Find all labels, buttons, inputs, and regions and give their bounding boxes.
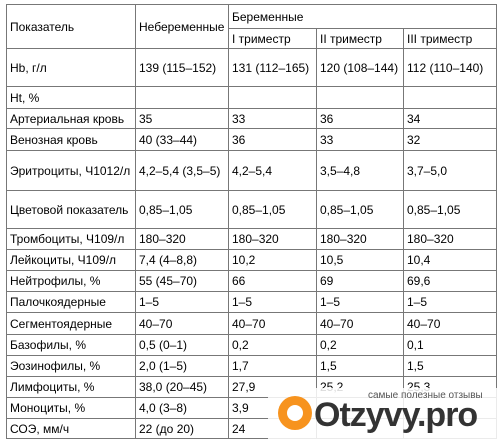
cell: 112 (110–140) <box>403 48 497 87</box>
cell: 2,0 (1–5) <box>135 355 229 377</box>
row-label: Артериальная кровь <box>6 108 136 129</box>
header-cell: Показатель <box>6 4 136 49</box>
table-body: Показатель Небеременные Беременные I три… <box>6 4 497 439</box>
cell: 0,85–1,05 <box>403 190 497 229</box>
header-cell: I триместр <box>228 28 317 49</box>
row-label: Эритроциты, Ч1012/л <box>6 150 136 191</box>
cell: 69 <box>316 270 404 292</box>
cell: 33 <box>316 128 404 151</box>
data-table: Показатель Небеременные Беременные I три… <box>6 4 497 439</box>
table-row: Лейкоциты, Ч109/л 7,4 (4–8,8) 10,2 10,5 10,4 <box>6 249 497 271</box>
cell: 0,85–1,05 <box>135 190 229 229</box>
table-row: Палочкоядерные 1–5 1–5 1–5 1–5 <box>6 291 497 313</box>
cell <box>228 86 317 109</box>
cell <box>403 86 497 109</box>
table-row: Ht, % <box>6 86 497 109</box>
cell: 0,85–1,05 <box>316 190 404 229</box>
cell: 10,2 <box>228 249 317 271</box>
table-row: Базофилы, % 0,5 (0–1) 0,2 0,2 0,1 <box>6 334 497 356</box>
cell: 10,4 <box>403 249 497 271</box>
cell: 180–320 <box>135 228 229 250</box>
cell: 40–70 <box>135 312 229 335</box>
row-label: Эозинофилы, % <box>6 355 136 377</box>
row-label: Тромбоциты, Ч109/л <box>6 228 136 250</box>
cell: 33 <box>228 108 317 129</box>
tagline: самые полезные отзывы <box>368 390 483 401</box>
header-cell: II триместр <box>316 28 404 49</box>
cell <box>316 86 404 109</box>
row-label: Hb, г/л <box>6 48 136 87</box>
table-row: Артериальная кровь 35 33 36 34 <box>6 108 497 129</box>
cell: 7,4 (4–8,8) <box>135 249 229 271</box>
header-cell: Небеременные <box>135 4 229 49</box>
row-label: Сегментоядерные <box>6 312 136 335</box>
cell: 40 (33–44) <box>135 128 229 151</box>
table-row: Эритроциты, Ч1012/л 4,2–5,4 (3,5–5) 4,2–5,… <box>6 150 497 191</box>
cell: 40–70 <box>403 312 497 335</box>
cell: 1–5 <box>403 291 497 313</box>
header-cell: Беременные <box>228 4 497 29</box>
cell: 131 (112–165) <box>228 48 317 87</box>
cell: 1–5 <box>316 291 404 313</box>
cell: 3,5–4,8 <box>316 150 404 191</box>
cell: 38,0 (20–45) <box>135 376 229 398</box>
row-label: Лимфоциты, % <box>6 376 136 398</box>
cell: 4,2–5,4 (3,5–5) <box>135 150 229 191</box>
cell: 120 (108–144) <box>316 48 404 87</box>
cell: 22 (до 20) <box>135 418 229 439</box>
table-row: Венозная кровь 40 (33–44) 36 33 32 <box>6 128 497 151</box>
cell: 36 <box>316 108 404 129</box>
brand: Otzyvy.pro <box>314 396 478 434</box>
header-row: Показатель Небеременные Беременные <box>6 4 497 49</box>
cell <box>135 86 229 109</box>
cell: 36 <box>228 128 317 151</box>
cell: 10,5 <box>316 249 404 271</box>
cell: 1,5 <box>316 355 404 377</box>
cell: 3,7–5,0 <box>403 150 497 191</box>
row-label: Базофилы, % <box>6 334 136 356</box>
cell: 0,2 <box>316 334 404 356</box>
cell: 4,0 (3–8) <box>135 397 229 419</box>
cell: 34 <box>403 108 497 129</box>
cell: 1–5 <box>135 291 229 313</box>
row-label: Цветовой показатель <box>6 190 136 229</box>
row-label: Лейкоциты, Ч109/л <box>6 249 136 271</box>
cell: 4,2–5,4 <box>228 150 317 191</box>
cell: 180–320 <box>403 228 497 250</box>
cell: 0,2 <box>228 334 317 356</box>
watermark: самые полезные отзывы Otzyvy.pro <box>268 388 504 444</box>
cell: 1,5 <box>403 355 497 377</box>
table-row: Сегментоядерные 40–70 40–70 40–70 40–70 <box>6 312 497 335</box>
cell: 0,85–1,05 <box>228 190 317 229</box>
table-row: Эозинофилы, % 2,0 (1–5) 1,7 1,5 1,5 <box>6 355 497 377</box>
cell: 32 <box>403 128 497 151</box>
row-label: Палочкоядерные <box>6 291 136 313</box>
cell: 35 <box>135 108 229 129</box>
cell: 0,5 (0–1) <box>135 334 229 356</box>
cell: 139 (115–152) <box>135 48 229 87</box>
table-row: Hb, г/л 139 (115–152) 131 (112–165) 120 (10… <box>6 48 497 87</box>
table-row: Тромбоциты, Ч109/л 180–320 180–320 180–320 1… <box>6 228 497 250</box>
cell: 1–5 <box>228 291 317 313</box>
row-label: Нейтрофилы, % <box>6 270 136 292</box>
table-row: Цветовой показатель 0,85–1,05 0,85–1,05 0,8… <box>6 190 497 229</box>
cell: 55 (45–70) <box>135 270 229 292</box>
table-row: Нейтрофилы, % 55 (45–70) 66 69 69,6 <box>6 270 497 292</box>
cell: 69,6 <box>403 270 497 292</box>
row-label: СОЭ, мм/ч <box>6 418 136 439</box>
logo <box>278 396 312 430</box>
cell: 40–70 <box>316 312 404 335</box>
row-label: Моноциты, % <box>6 397 136 419</box>
cell: 40–70 <box>228 312 317 335</box>
header-cell: III триместр <box>403 28 497 49</box>
row-label: Венозная кровь <box>6 128 136 151</box>
cell: 180–320 <box>228 228 317 250</box>
cell: 180–320 <box>316 228 404 250</box>
cell: 1,7 <box>228 355 317 377</box>
cell: 0,1 <box>403 334 497 356</box>
cell: 66 <box>228 270 317 292</box>
row-label: Ht, % <box>6 86 136 109</box>
